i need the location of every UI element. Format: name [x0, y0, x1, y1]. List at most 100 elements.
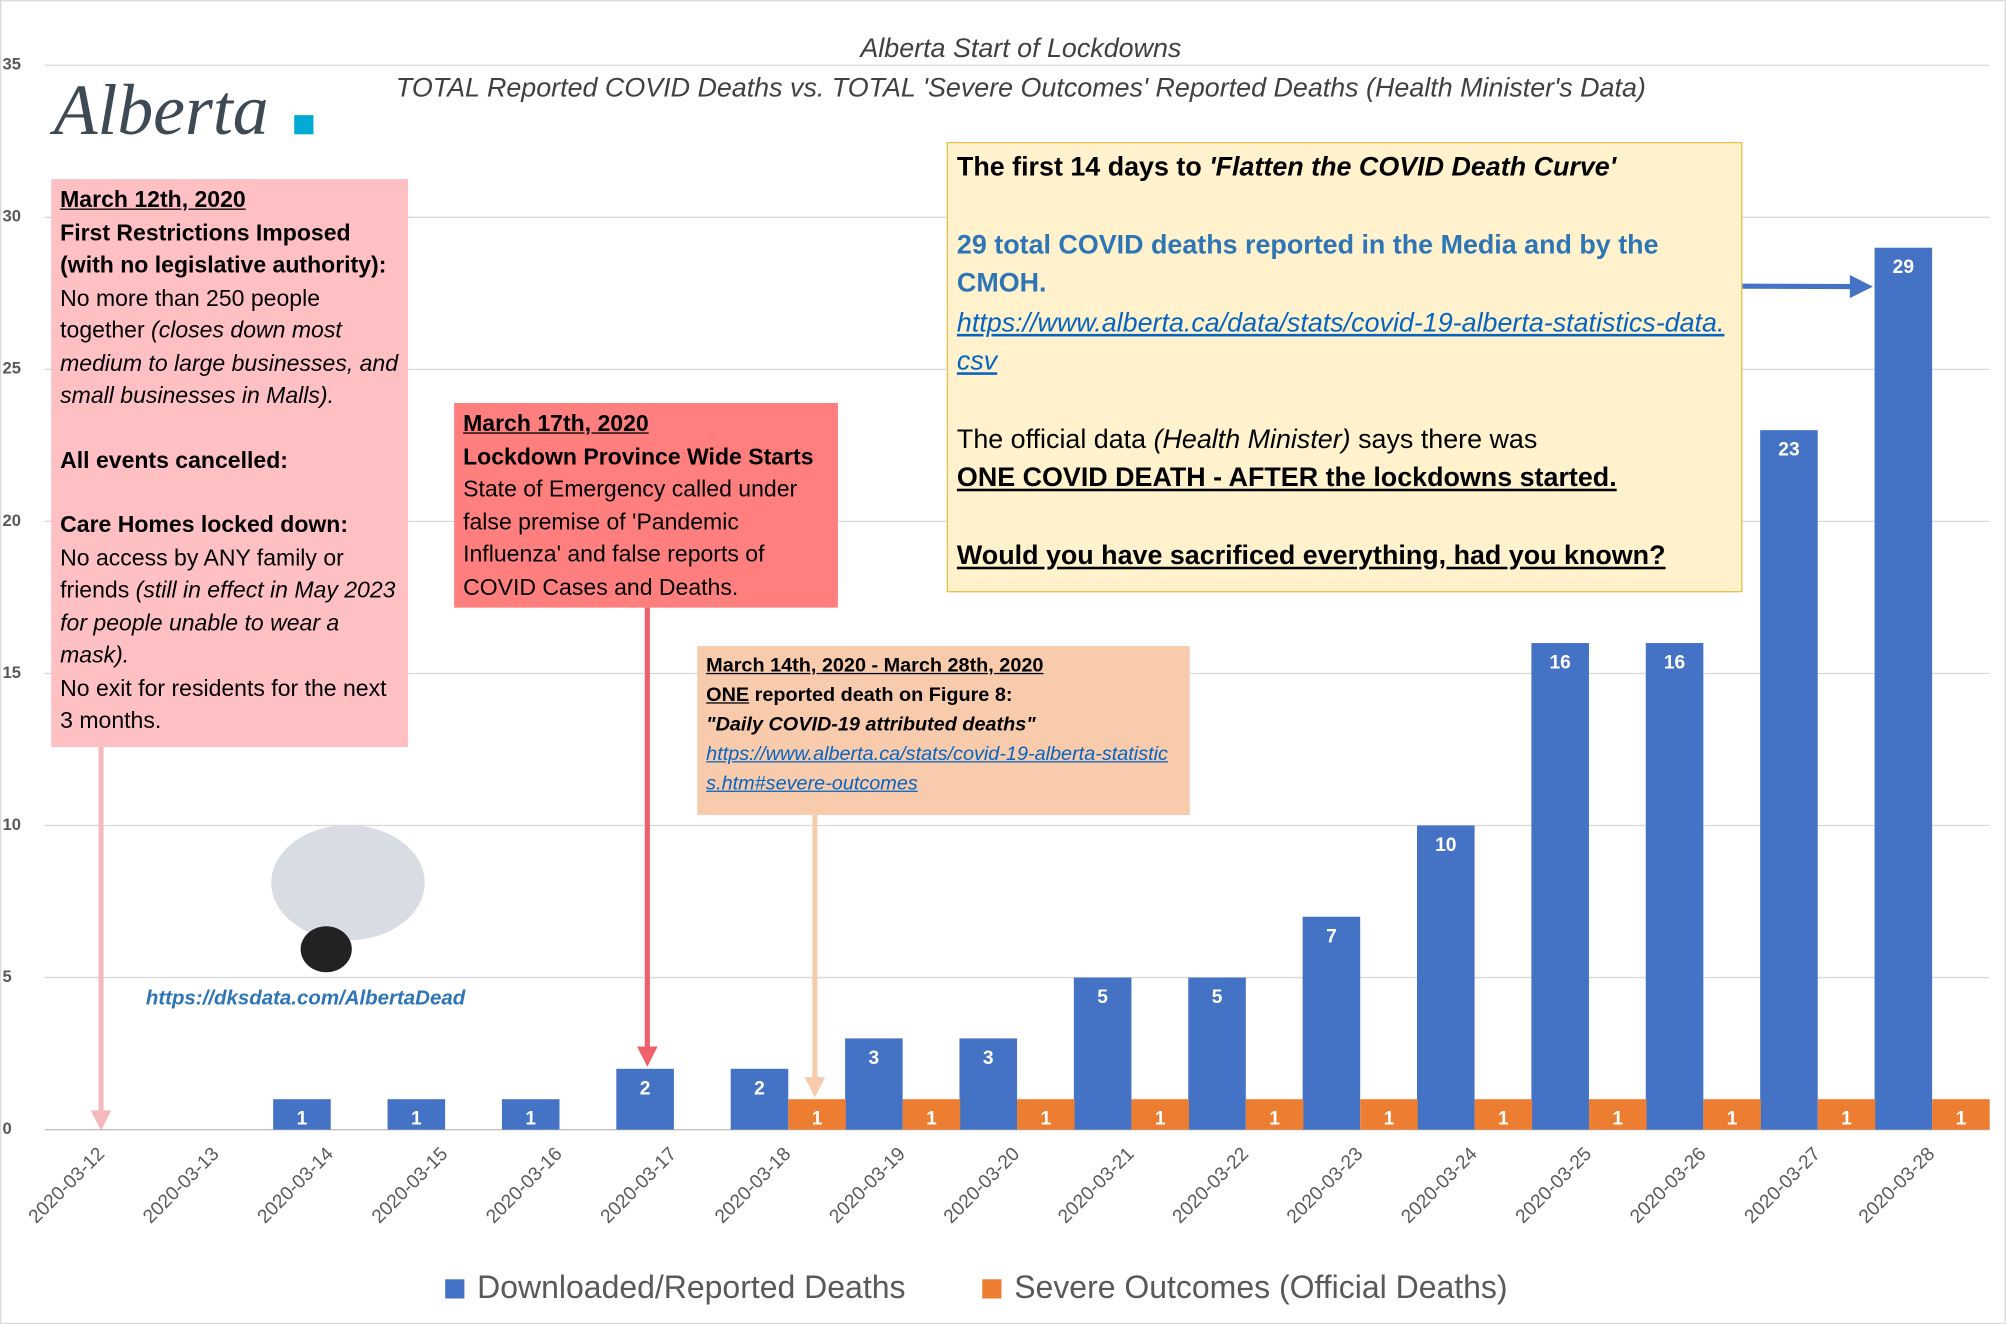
- bar: [273, 1099, 331, 1130]
- annotation-text: ONE: [706, 684, 750, 707]
- annotation-text: Lockdown Province Wide Starts: [463, 443, 814, 469]
- bar: [902, 1099, 961, 1130]
- annotation-text: (Health Minister): [1153, 424, 1351, 454]
- arrow-head: [90, 1110, 112, 1131]
- annotation-text: The official data: [956, 424, 1147, 454]
- bar: [788, 1099, 846, 1130]
- bar: [616, 1068, 674, 1130]
- y-tick-label: 25: [3, 359, 22, 378]
- bar: [1417, 825, 1475, 1130]
- data-label: 29: [1893, 257, 1914, 278]
- bar: [1131, 1099, 1189, 1130]
- bar: [1703, 1099, 1761, 1130]
- annotation-text: No more than 250 people together: [60, 284, 321, 343]
- data-label: 5: [1212, 987, 1223, 1008]
- data-label: 3: [983, 1048, 994, 1069]
- data-label: 1: [1841, 1109, 1852, 1130]
- bar: [1645, 643, 1704, 1130]
- annotation-text: State of Emergency called under false pr…: [463, 475, 798, 600]
- data-label: 1: [812, 1109, 823, 1130]
- bar: [845, 1038, 903, 1130]
- bar: [730, 1068, 789, 1130]
- chart-subtitle: TOTAL Reported COVID Deaths vs. TOTAL 'S…: [396, 73, 1646, 103]
- bar: [1474, 1099, 1533, 1130]
- link[interactable]: https://www.alberta.ca/data/stats/covid-…: [956, 307, 1725, 377]
- data-label: 1: [1956, 1109, 1967, 1130]
- logo: Alberta: [50, 71, 269, 150]
- legend-label: Severe Outcomes (Official Deaths): [1014, 1269, 1507, 1305]
- legend-swatch: [982, 1279, 1002, 1299]
- bar: [387, 1099, 446, 1130]
- data-label: 10: [1435, 835, 1456, 856]
- bar: [1932, 1099, 1990, 1130]
- logo-mark: [294, 115, 314, 135]
- data-label: 1: [1269, 1109, 1280, 1130]
- annotation-box: March 17th, 2020 Lockdown Province Wide …: [454, 402, 838, 608]
- data-label: 1: [926, 1109, 937, 1130]
- bar: [1817, 1099, 1876, 1130]
- y-tick-label: 35: [3, 55, 22, 74]
- y-tick-label: 15: [3, 663, 22, 682]
- annotation-text: No exit for residents for the next 3 mon…: [60, 674, 387, 734]
- y-tick-label: 10: [3, 815, 22, 834]
- bar: [1760, 430, 1818, 1130]
- data-label: 16: [1664, 653, 1685, 674]
- annotation-text: First Restrictions Imposed: [60, 219, 351, 245]
- annotation-text: "Daily COVID-19 attributed deaths": [706, 713, 1036, 736]
- data-label: 1: [297, 1109, 308, 1130]
- data-label: 2: [754, 1078, 765, 1099]
- bar: [501, 1099, 560, 1130]
- data-label: 1: [1727, 1109, 1738, 1130]
- wolf-icon: [271, 825, 425, 973]
- bar: [1360, 1099, 1418, 1130]
- bar: [1245, 1099, 1304, 1130]
- legend-label: Downloaded/Reported Deaths: [477, 1269, 905, 1305]
- annotation-text: All events cancelled:: [60, 447, 288, 473]
- annotation-text: The first 14 days to: [956, 152, 1202, 182]
- data-label: 7: [1326, 926, 1337, 947]
- y-tick-label: 0: [3, 1119, 12, 1138]
- data-label: 1: [1040, 1109, 1051, 1130]
- annotation-text: Would you have sacrificed everything, ha…: [956, 540, 1666, 570]
- annotation-text: ONE COVID DEATH - AFTER the lockdowns st…: [956, 463, 1617, 493]
- data-label: 1: [411, 1109, 422, 1130]
- data-label: 1: [525, 1109, 536, 1130]
- annotation-text: No access by ANY family or friends: [60, 544, 344, 603]
- bar: [1531, 643, 1589, 1130]
- bar: [959, 1038, 1018, 1130]
- annotation-text: (closes down most medium to large busine…: [60, 317, 399, 409]
- data-label: 1: [1498, 1109, 1509, 1130]
- link[interactable]: https://www.alberta.ca/stats/covid-19-al…: [706, 743, 1168, 795]
- data-label: 3: [869, 1048, 880, 1069]
- arrow-head: [1849, 275, 1873, 299]
- data-label: 16: [1550, 653, 1571, 674]
- data-label: 1: [1384, 1109, 1395, 1130]
- bar: [1017, 1099, 1075, 1130]
- annotation-text: 'Flatten the COVID Death Curve': [1209, 152, 1617, 182]
- annotation-text: March 12th, 2020: [60, 186, 246, 213]
- data-label: 1: [1155, 1109, 1166, 1130]
- data-label: 5: [1097, 987, 1108, 1008]
- annotation-text: March 17th, 2020: [463, 410, 649, 437]
- annotation-text: says there was: [1358, 424, 1538, 454]
- y-tick-label: 5: [3, 967, 12, 986]
- y-tick-label: 20: [3, 511, 22, 530]
- annotation-text: March 14th, 2020 - March 28th, 2020: [706, 655, 1044, 677]
- bar: [1073, 977, 1132, 1130]
- data-label: 1: [1612, 1109, 1623, 1130]
- y-tick-label: 30: [3, 207, 22, 226]
- annotation-text: (still in effect in May 2023 for people …: [60, 576, 396, 668]
- bar: [1874, 247, 1933, 1130]
- arrow-head: [637, 1046, 658, 1067]
- annotation-text: (with no legislative authority):: [60, 252, 387, 278]
- annotation-box: March 12th, 2020 First Restrictions Impo…: [51, 179, 409, 748]
- annotation-text: reported death on Figure 8:: [754, 684, 1013, 707]
- bar: [1302, 916, 1361, 1130]
- annotation-box: March 14th, 2020 - March 28th, 2020 ONE …: [697, 646, 1190, 815]
- data-label: 23: [1778, 440, 1799, 461]
- data-label: 2: [640, 1078, 651, 1099]
- chart-title: Alberta Start of Lockdowns: [858, 33, 1181, 63]
- annotation-text: 29 total COVID deaths reported in the Me…: [956, 229, 1659, 299]
- website-link[interactable]: https://dksdata.com/AlbertaDead: [146, 987, 466, 1010]
